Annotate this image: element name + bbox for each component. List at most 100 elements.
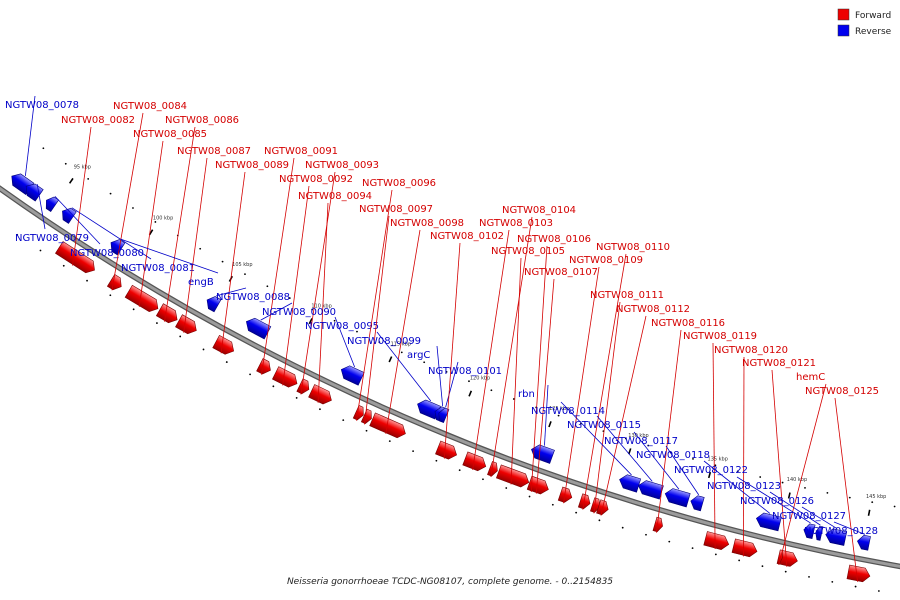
outer-tick-dot <box>458 469 461 472</box>
gene-leader-line <box>260 302 293 321</box>
gene-label: NGTW08_0089 <box>215 160 289 171</box>
outer-tick-dot <box>388 440 391 442</box>
gene-leader-line <box>633 431 680 490</box>
gene-leader-line <box>769 491 821 526</box>
gene-leader-line <box>220 171 246 354</box>
gene-arrow-forward <box>256 358 271 375</box>
gene-leader-line <box>712 342 716 550</box>
gene-label: NGTW08_0123 <box>707 481 781 492</box>
gene-arrow-reverse <box>825 528 848 546</box>
inner-tick-dot <box>244 273 246 276</box>
gene-leader-line <box>535 278 555 494</box>
inner-tick-dot <box>378 341 381 344</box>
gene-leader-line <box>364 215 390 425</box>
legend-label-reverse: Reverse <box>855 27 892 37</box>
gene-label: NGTW08_0110 <box>596 242 670 253</box>
gene-label: NGTW08_0127 <box>772 511 846 522</box>
kbp-tick-label: 140 kbp <box>787 477 807 483</box>
outer-tick-dot <box>621 526 624 529</box>
outer-tick-dot <box>668 540 671 543</box>
gene-leader-line <box>834 397 858 582</box>
outer-tick-dot <box>225 361 228 363</box>
outer-tick-dot <box>109 294 112 297</box>
kbp-tick-mark <box>707 471 712 479</box>
gene-arrow-forward <box>352 405 364 421</box>
gene-arrow-reverse <box>664 488 691 508</box>
inner-tick-dot <box>423 361 426 364</box>
inner-tick-dot <box>490 389 493 392</box>
gene-leader-line <box>300 171 336 395</box>
gene-label: NGTW08_0107 <box>524 267 598 278</box>
kbp-tick-label: 100 kbp <box>153 215 173 221</box>
gene-leader-line <box>71 207 152 260</box>
gene-label: NGTW08_0093 <box>305 160 379 171</box>
gene-leader-line <box>560 401 632 476</box>
outer-tick-dot <box>831 580 834 583</box>
inner-tick-dot <box>333 319 336 322</box>
inner-tick-dot <box>893 505 896 508</box>
kbp-tick-label: 110 kbp <box>311 304 331 310</box>
gene-arrow-forward <box>526 475 549 495</box>
kbp-tick-mark <box>388 356 393 363</box>
gene-label: NGTW08_0086 <box>165 115 239 126</box>
inner-tick-dot <box>445 370 448 373</box>
inner-tick-dot <box>288 297 291 299</box>
outer-tick-dot <box>62 264 65 267</box>
gene-label-layer: NGTW08_0078 NGTW08_0079 NGTW08_0080 NGTW08_… <box>5 95 879 582</box>
gene-arrow-reverse <box>531 444 555 464</box>
gene-arrow-reverse <box>755 512 782 532</box>
gene-arrow-reverse <box>62 207 77 224</box>
inner-tick-dot <box>714 464 717 467</box>
inner-tick-dot <box>781 481 784 484</box>
gene-leader-line <box>743 356 745 557</box>
outer-tick-dot <box>365 429 368 432</box>
outer-tick-dot <box>482 478 484 481</box>
gene-label: NGTW08_0121 <box>742 358 816 369</box>
gene-leader-line <box>436 345 444 407</box>
inner-tick-dot <box>848 496 851 499</box>
gene-label: NGTW08_0101 <box>428 366 502 377</box>
inner-tick-dot <box>624 437 627 440</box>
gene-label: NGTW08_0091 <box>264 146 338 157</box>
gene-arrow-forward <box>462 451 487 472</box>
outer-tick-dot <box>39 249 42 252</box>
gene-label: NGTW08_0116 <box>651 318 725 329</box>
inner-tick-dot <box>154 221 157 223</box>
gene-label: NGTW08_0079 <box>15 233 89 244</box>
gene-arrow-reverse <box>803 523 816 540</box>
gene-arrow-reverse <box>619 474 642 493</box>
gene-arrow-reverse <box>206 296 222 313</box>
gene-label: NGTW08_0099 <box>347 336 421 347</box>
gene-arrow-forward <box>652 516 663 533</box>
outer-tick-dot <box>551 503 554 506</box>
outer-tick-dot <box>86 279 88 282</box>
outer-tick-dot <box>714 553 717 556</box>
gene-label: NGTW08_0104 <box>502 205 576 216</box>
gene-arrow-forward <box>703 531 730 550</box>
outer-tick-dot <box>691 547 694 550</box>
gene-leader-line <box>530 245 548 492</box>
kbp-tick-label: 125 kbp <box>549 406 569 412</box>
inner-tick-dot <box>87 178 90 180</box>
gene-leader-line <box>510 257 522 485</box>
gene-label: NGTW08_0084 <box>113 101 187 112</box>
gene-leader-line <box>317 202 329 403</box>
gene-arrow-reverse <box>857 534 871 551</box>
gene-arrow-reverse <box>245 317 272 340</box>
gene-arrow-forward <box>557 486 573 503</box>
gene-label: NGTW08_0115 <box>567 420 641 431</box>
gene-label: argC <box>407 350 430 361</box>
outer-tick-dot <box>272 385 275 388</box>
gene-label: NGTW08_0096 <box>362 178 436 189</box>
outer-tick-dot <box>156 322 158 324</box>
gene-leader-line <box>600 315 647 516</box>
gene-arrow-reverse <box>690 495 705 512</box>
outer-tick-dot <box>16 233 19 236</box>
outer-tick-dot <box>202 348 205 351</box>
gene-leader-line <box>282 185 310 386</box>
gene-leader-line <box>563 266 600 504</box>
gene-leader-line <box>216 287 247 297</box>
gene-arrow-reverse <box>638 480 664 500</box>
inner-tick-dot <box>512 398 515 400</box>
